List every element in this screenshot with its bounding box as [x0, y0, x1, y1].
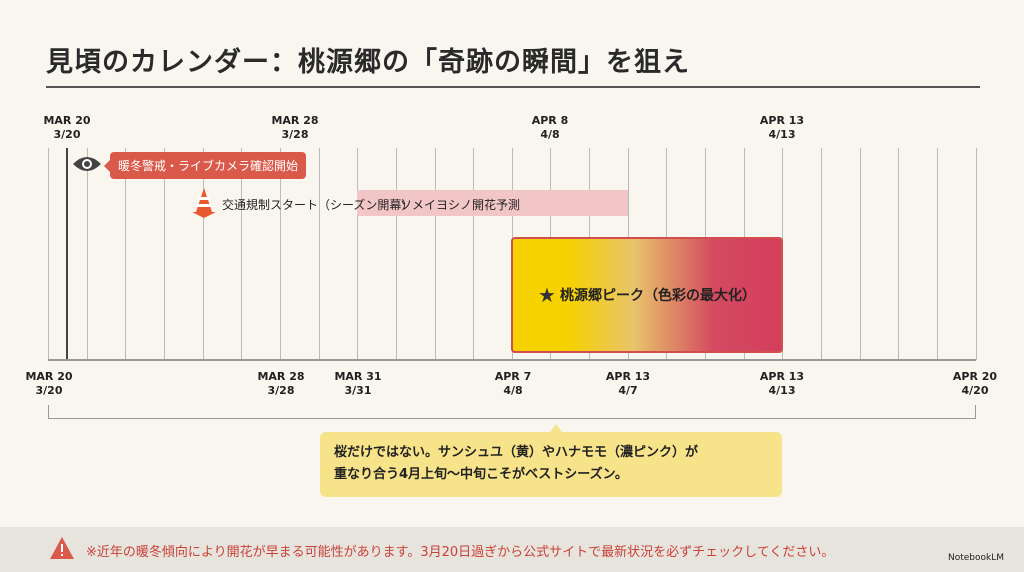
- callout-line-2: 重なり合う4月上旬〜中旬こそがベストシーズン。: [334, 467, 628, 482]
- tick-en: APR 8: [531, 114, 569, 127]
- warning-event-tag: 暖冬警戒・ライブカメラ確認開始: [103, 152, 307, 179]
- grid-line: [395, 148, 397, 360]
- tick-en: MAR 31: [334, 370, 382, 383]
- footer-bar: [0, 527, 1024, 572]
- title-divider: [46, 86, 980, 88]
- tick-en: MAR 20: [25, 370, 73, 383]
- tick-jp: 3/28: [267, 384, 295, 397]
- axis-tick-label: MAR 20 3/20: [32, 114, 102, 142]
- tick-jp: 4/13: [768, 128, 796, 141]
- peak-period-box: ★ 桃源郷ピーク（色彩の最大化）: [511, 237, 783, 353]
- tick-en: APR 7: [494, 370, 532, 383]
- peak-label: 桃源郷ピーク（色彩の最大化）: [559, 288, 756, 304]
- axis-tick-label: APR 13 4/13: [747, 370, 817, 398]
- axis-tick-label: APR 13 4/13: [747, 114, 817, 142]
- tick-en: APR 13: [759, 370, 805, 383]
- grid-line: [434, 148, 436, 360]
- tick-en: MAR 28: [271, 114, 319, 127]
- grid-line: [279, 148, 281, 360]
- eye-icon: [73, 157, 101, 171]
- tick-en: APR 13: [759, 114, 805, 127]
- today-marker: [66, 148, 68, 360]
- grid-line: [473, 148, 475, 360]
- range-bracket: [48, 405, 976, 419]
- tick-jp: 3/31: [344, 384, 372, 397]
- tick-en: MAR 28: [257, 370, 305, 383]
- bloom-forecast-label: ソメイヨシノ開花予測: [400, 198, 521, 212]
- star-icon: ★: [538, 283, 556, 307]
- tick-jp: 4/8: [503, 384, 523, 397]
- axis-tick-label: MAR 31 3/31: [323, 370, 393, 398]
- grid-line: [975, 148, 977, 360]
- callout-line-1: 桜だけではない。サンシュユ（黄）やハナモモ（濃ピンク）が: [334, 445, 699, 460]
- axis-tick-label: MAR 20 3/20: [14, 370, 84, 398]
- tick-jp: 4/13: [768, 384, 796, 397]
- timeline-baseline: [48, 359, 976, 361]
- traffic-cone-icon: [192, 188, 216, 218]
- page-title: 見頃のカレンダー：桃源郷の「奇跡の瞬間」を狙え: [46, 47, 690, 78]
- warning-triangle-icon: [50, 537, 74, 559]
- axis-tick-label: APR 13 4/7: [593, 370, 663, 398]
- tick-jp: 4/7: [618, 384, 638, 397]
- axis-tick-label: MAR 28 3/28: [260, 114, 330, 142]
- grid-line: [48, 148, 49, 360]
- brand-label: NotebookLM: [948, 553, 1005, 563]
- grid-line: [821, 148, 822, 360]
- grid-line: [357, 148, 359, 360]
- grid-line: [936, 148, 938, 360]
- tick-en: APR 20: [952, 370, 998, 383]
- grid-line: [202, 148, 204, 360]
- bloom-forecast-bar: [357, 190, 628, 216]
- tick-en: APR 13: [605, 370, 651, 383]
- grid-line: [898, 148, 900, 360]
- axis-tick-label: APR 8 4/8: [515, 114, 585, 142]
- grid-line: [859, 148, 861, 360]
- tick-jp: 4/8: [540, 128, 560, 141]
- grid-line: [86, 148, 88, 360]
- tick-jp: 4/20: [961, 384, 989, 397]
- tick-en: MAR 20: [43, 114, 91, 127]
- axis-tick-label: MAR 28 3/28: [246, 370, 316, 398]
- footer-notice: ※近年の暖冬傾向により開花が早まる可能性があります。3月20日過ぎから公式サイト…: [86, 545, 835, 560]
- traffic-event-label: 交通規制スタート（シーズン開幕）: [222, 198, 414, 212]
- tick-jp: 3/28: [281, 128, 309, 141]
- grid-line: [163, 148, 165, 360]
- best-season-callout: 桜だけではない。サンシュユ（黄）やハナモモ（濃ピンク）が 重なり合う4月上旬〜中…: [320, 424, 782, 497]
- grid-line: [125, 148, 127, 360]
- axis-tick-label: APR 7 4/8: [478, 370, 548, 398]
- tick-jp: 3/20: [35, 384, 63, 397]
- axis-tick-label: APR 20 4/20: [940, 370, 1010, 398]
- tick-jp: 3/20: [53, 128, 81, 141]
- grid-line: [241, 148, 243, 360]
- grid-line: [318, 148, 320, 360]
